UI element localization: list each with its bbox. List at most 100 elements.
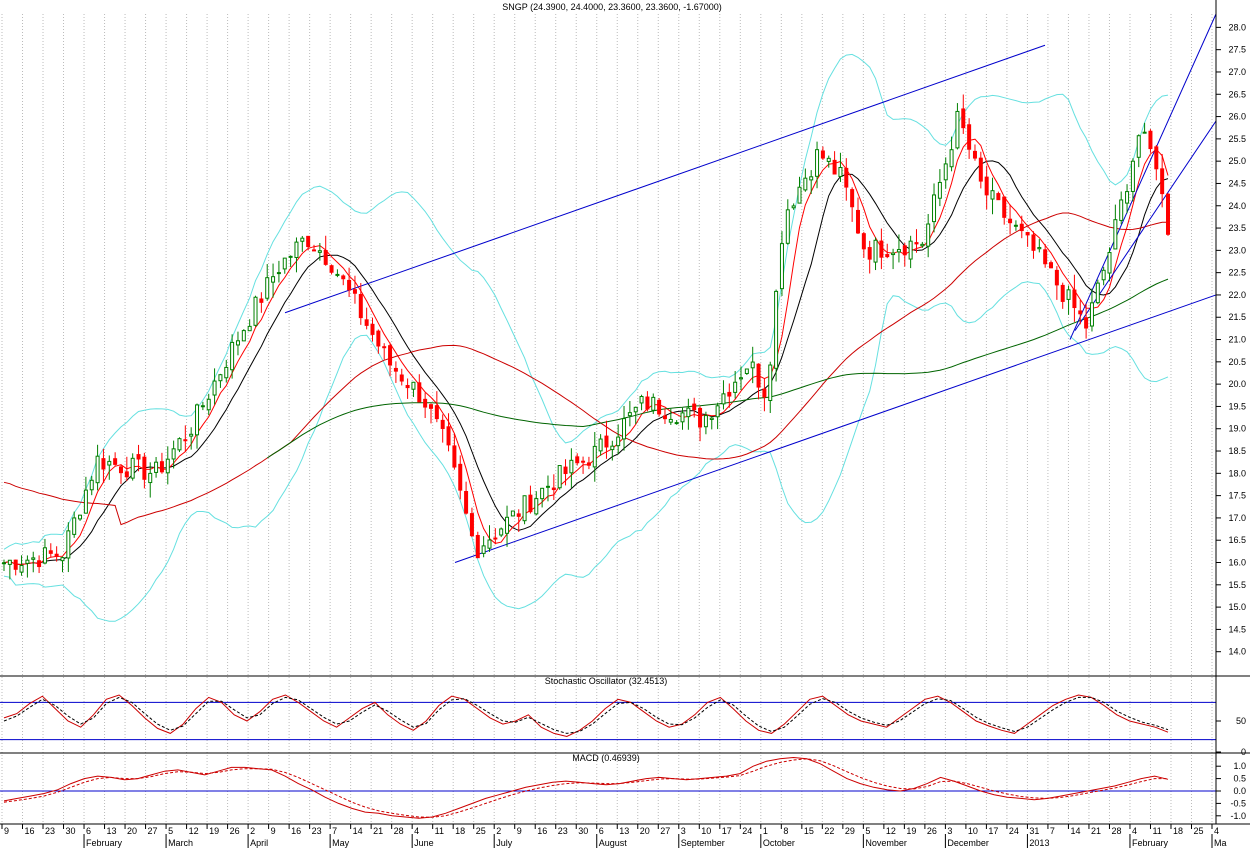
candle-body	[879, 240, 884, 258]
x-tick-label: 2	[250, 826, 255, 836]
candle-body	[832, 159, 837, 175]
candle-body	[1148, 130, 1153, 150]
y-tick-label: 19.5	[1228, 401, 1246, 411]
y-tick-label: 22.0	[1228, 290, 1246, 300]
candle-body	[838, 167, 843, 177]
candle-body	[48, 550, 53, 554]
candle-body	[446, 426, 451, 446]
month-label: April	[250, 838, 268, 848]
candle-body	[189, 433, 194, 437]
candle-body	[259, 298, 264, 303]
candle-body	[1066, 289, 1071, 300]
candle-body	[499, 528, 504, 536]
y-tick-label: 19.0	[1228, 424, 1246, 434]
x-tick-label: 21	[1091, 826, 1101, 836]
candle-body	[1113, 219, 1118, 250]
x-tick-label: 22	[824, 826, 834, 836]
candle-body	[926, 223, 931, 247]
candle-body	[779, 243, 784, 290]
x-tick-label: 17	[722, 826, 732, 836]
candle-body	[516, 513, 521, 517]
x-tick-label: 18	[455, 826, 465, 836]
candle-body	[1154, 146, 1159, 170]
month-label: December	[947, 838, 989, 848]
x-tick-label: 11	[1152, 826, 1161, 836]
candle-body	[388, 345, 393, 366]
candle-body	[1160, 168, 1165, 195]
trend-line	[454, 294, 1217, 563]
y-tick-label: 17.0	[1228, 513, 1246, 523]
candle-body	[282, 257, 287, 270]
x-tick-label: 14	[1070, 826, 1080, 836]
y-tick-label: 21.0	[1228, 335, 1246, 345]
month-label: Ma	[1214, 838, 1227, 848]
candle-body	[493, 537, 498, 540]
price-panel: SNGP (24.3900, 24.4000, 23.3600, 23.3600…	[2, 2, 1246, 657]
x-tick-label: 5	[168, 826, 173, 836]
ma-medium-red	[3, 212, 1169, 526]
candle-body	[1142, 131, 1147, 134]
candle-body	[809, 176, 814, 181]
x-tick-label: 31	[1029, 826, 1039, 836]
candle-body	[2, 562, 6, 565]
x-tick-label: 28	[1111, 826, 1121, 836]
candle-body	[107, 460, 112, 466]
macd-title: MACD (0.46939)	[572, 753, 640, 763]
candle-body	[545, 485, 550, 488]
candle-body	[639, 396, 644, 404]
x-tick-label: 26	[927, 826, 937, 836]
candle-body	[423, 398, 428, 408]
candle-body	[873, 239, 878, 263]
candle-body	[300, 237, 305, 242]
candle-body	[253, 296, 258, 326]
x-tick-label: 12	[189, 826, 199, 836]
stochastic-panel: Stochastic Oscillator (32.4513) 0 50	[0, 675, 1250, 757]
x-tick-label: 13	[619, 826, 629, 836]
candle-body	[850, 189, 855, 208]
stochastic-k-line	[3, 694, 1169, 738]
candle-body	[7, 559, 12, 565]
month-label: 2013	[1029, 838, 1049, 848]
candle-body	[721, 393, 726, 405]
candle-body	[1166, 193, 1170, 235]
candle-body	[183, 439, 188, 442]
candle-body	[288, 255, 293, 258]
y-tick-label: 25.0	[1228, 156, 1246, 166]
candle-body	[399, 374, 404, 382]
x-tick-label: 4	[414, 826, 419, 836]
x-tick-label: 6	[599, 826, 604, 836]
candle-body	[972, 150, 977, 159]
candle-body	[130, 457, 135, 479]
candle-body	[616, 436, 621, 447]
candle-body	[341, 275, 346, 280]
month-label: August	[599, 838, 628, 848]
y-tick-label: 24.5	[1228, 178, 1246, 188]
candle-body	[78, 514, 83, 520]
y-tick-label: 27.5	[1228, 45, 1246, 55]
candle-body	[42, 547, 47, 564]
stochastic-d-line	[3, 696, 1169, 734]
y-tick-label: 50	[1236, 716, 1246, 726]
y-tick-label: 0.0	[1233, 786, 1246, 796]
candle-body	[727, 391, 732, 397]
candle-body	[844, 167, 849, 188]
date-x-axis: 9 16 23 30 6 13 20 27 5 12 19 26 2 9 16 23 7 14 21 28 4 11 18 2…	[1, 824, 1227, 848]
candle-body	[540, 487, 545, 500]
x-tick-label: 23	[45, 826, 55, 836]
candle-body	[458, 463, 463, 491]
candle-body	[317, 250, 322, 253]
candle-body	[405, 384, 410, 389]
x-tick-label: 12	[886, 826, 896, 836]
candle-body	[610, 445, 615, 451]
candle-body	[861, 233, 866, 250]
candle-body	[294, 241, 299, 259]
y-tick-label: 25.5	[1228, 134, 1246, 144]
x-tick-label: 25	[476, 826, 486, 836]
x-tick-label: 19	[906, 826, 916, 836]
x-tick-label: 21	[373, 826, 383, 836]
candle-body	[592, 445, 597, 468]
stochastic-lines	[0, 694, 1216, 741]
candle-body	[101, 458, 106, 470]
candle-body	[1060, 284, 1065, 302]
x-tick-label: 8	[783, 826, 788, 836]
